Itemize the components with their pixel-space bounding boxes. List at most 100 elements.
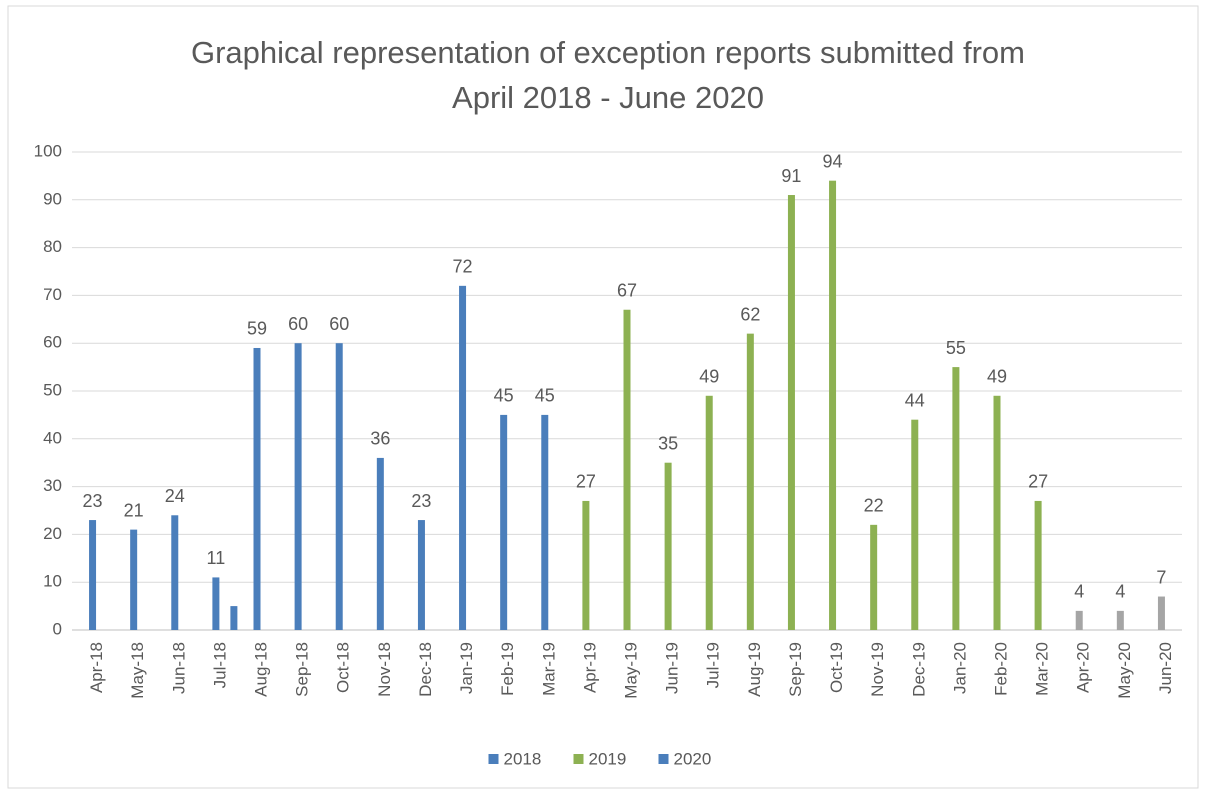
x-tick-label: Feb-20 [991,642,1010,696]
x-tick-label: Jun-19 [663,642,682,694]
bar [171,515,179,630]
data-label: 62 [740,304,760,324]
bar [212,577,220,630]
x-tick-label: Jun-20 [1156,642,1175,694]
y-tick-label: 40 [43,428,62,447]
data-label: 27 [576,472,596,492]
bar [500,414,508,630]
x-tick-label: Aug-19 [745,642,764,697]
data-label: 23 [83,491,103,511]
x-tick-label: Jan-19 [457,642,476,694]
y-tick-label: 0 [53,619,62,638]
x-tick-label: Nov-19 [868,642,887,697]
y-tick-label: 10 [43,572,62,591]
data-label: 21 [124,500,144,520]
bar [1157,596,1165,630]
data-label: 35 [658,433,678,453]
x-tick-label: May-20 [1115,642,1134,699]
data-label: 23 [411,491,431,511]
bar [582,500,590,630]
bar [746,333,754,630]
bar [705,395,713,630]
x-tick-label: Dec-19 [909,642,928,697]
bar [335,343,343,630]
bar [541,414,549,630]
data-label: 91 [781,166,801,186]
x-tick-label: Nov-18 [375,642,394,697]
legend-label: 2018 [504,749,542,768]
x-tick-label: Apr-20 [1074,642,1093,693]
bar [829,180,837,630]
bar [911,419,919,630]
data-label: 11 [207,548,226,568]
bar [417,520,425,630]
data-label: 94 [823,151,843,171]
data-label: 45 [494,386,514,406]
legend-label: 2019 [589,749,627,768]
x-tick-label: Jan-20 [950,642,969,694]
y-tick-label: 100 [34,141,62,160]
y-tick-label: 90 [43,189,62,208]
y-tick-label: 30 [43,476,62,495]
x-tick-label: Sep-18 [293,642,312,697]
bar [952,367,960,630]
x-tick-label: Oct-18 [334,642,353,693]
x-tick-label: Apr-19 [580,642,599,693]
data-label: 22 [864,496,884,516]
x-tick-label: May-18 [128,642,147,699]
data-label: 49 [987,367,1007,387]
bar [459,285,467,630]
data-label: 27 [1028,472,1048,492]
x-tick-label: Jul-19 [704,642,723,688]
x-tick-label: Jun-18 [169,642,188,694]
data-label: 59 [247,319,267,339]
data-label: 45 [535,386,555,406]
data-label: 44 [905,390,925,410]
data-label: 55 [946,338,966,358]
x-tick-label: Feb-19 [498,642,517,696]
bar [230,606,238,630]
legend-swatch [573,754,584,764]
x-tick-label: Dec-18 [416,642,435,697]
legend-label: 2020 [674,749,712,768]
bar [1075,610,1083,630]
data-label: 36 [370,429,390,449]
data-label: 4 [1074,582,1084,602]
bar [89,520,97,630]
bar [787,195,795,630]
y-tick-label: 20 [43,524,62,543]
x-tick-label: May-19 [621,642,640,699]
data-label: 24 [165,486,185,506]
data-label: 67 [617,280,637,300]
bar [993,395,1001,630]
y-tick-label: 50 [43,380,62,399]
data-label: 4 [1115,582,1125,602]
bar [294,343,302,630]
data-label: 60 [329,314,349,334]
x-tick-label: Aug-18 [251,642,270,697]
data-label: 60 [288,314,308,334]
x-tick-label: Apr-18 [87,642,106,693]
data-label: 49 [699,367,719,387]
y-tick-label: 70 [43,285,62,304]
chart-title: April 2018 - June 2020 [452,80,764,115]
y-tick-label: 80 [43,237,62,256]
bar [1116,610,1124,630]
chart-title: Graphical representation of exception re… [191,35,1025,70]
legend-swatch [488,754,499,764]
x-tick-label: Oct-19 [827,642,846,693]
data-label: 72 [453,257,473,277]
x-tick-label: Mar-19 [539,642,558,696]
bar [870,524,878,630]
bar [664,462,672,630]
x-tick-label: Sep-19 [786,642,805,697]
data-label: 7 [1156,567,1166,587]
y-tick-label: 60 [43,333,62,352]
bar [253,347,261,630]
bar [1034,500,1042,630]
x-tick-label: Mar-20 [1033,642,1052,696]
legend-swatch [658,754,669,764]
bar [130,529,138,630]
x-tick-label: Jul-18 [210,642,229,688]
